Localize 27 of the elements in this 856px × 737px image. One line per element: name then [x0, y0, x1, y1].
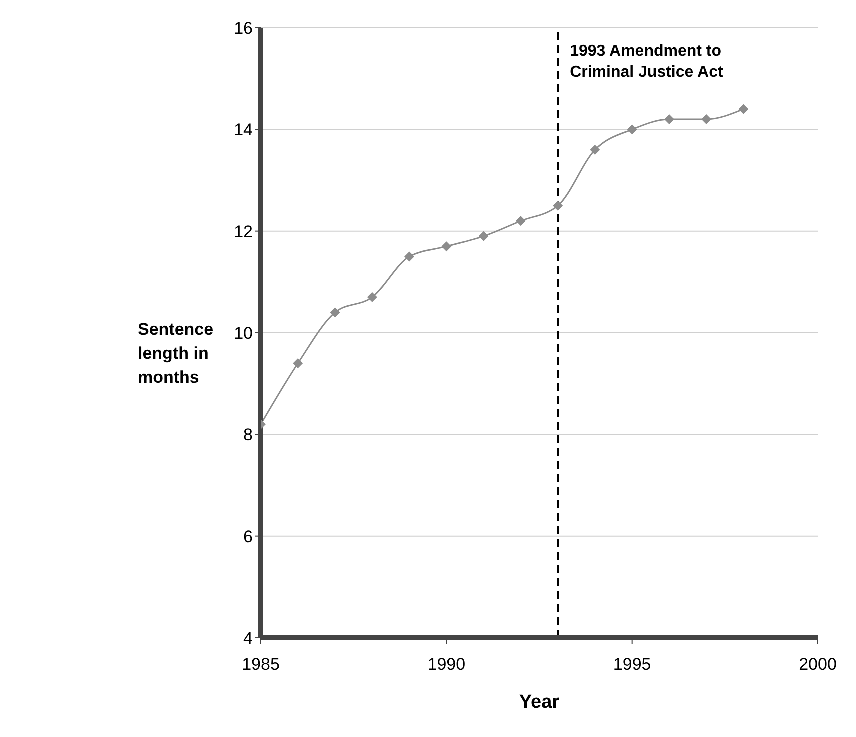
point	[627, 124, 638, 135]
y-tick-label: 4	[244, 629, 253, 648]
y-tick-label: 16	[234, 19, 253, 38]
x-tick-label: 1995	[613, 655, 652, 674]
x-tick-label: 1985	[242, 655, 280, 674]
y-tick-label: 6	[244, 527, 253, 546]
point	[404, 252, 415, 262]
ref-line-label: 1993 Amendment to Criminal Justice Act	[570, 43, 724, 81]
point	[664, 114, 674, 124]
x-axis-title: Year	[519, 692, 560, 713]
point	[516, 216, 526, 226]
y-axis-title: Sentence length in months	[138, 319, 215, 389]
y-tick-label: 8	[244, 426, 253, 445]
point	[293, 358, 304, 368]
y-tick-label: 12	[234, 222, 253, 242]
point	[478, 231, 489, 242]
y-tick-label: 14	[234, 120, 253, 140]
x-tick-label: 2000	[799, 655, 837, 674]
point	[702, 114, 712, 124]
point	[442, 242, 452, 252]
y-tick-label: 10	[234, 324, 253, 344]
point	[590, 145, 600, 155]
point	[738, 104, 749, 114]
point	[553, 200, 564, 211]
point	[367, 292, 378, 302]
x-tick-label: 1990	[428, 655, 466, 674]
point	[330, 308, 340, 318]
